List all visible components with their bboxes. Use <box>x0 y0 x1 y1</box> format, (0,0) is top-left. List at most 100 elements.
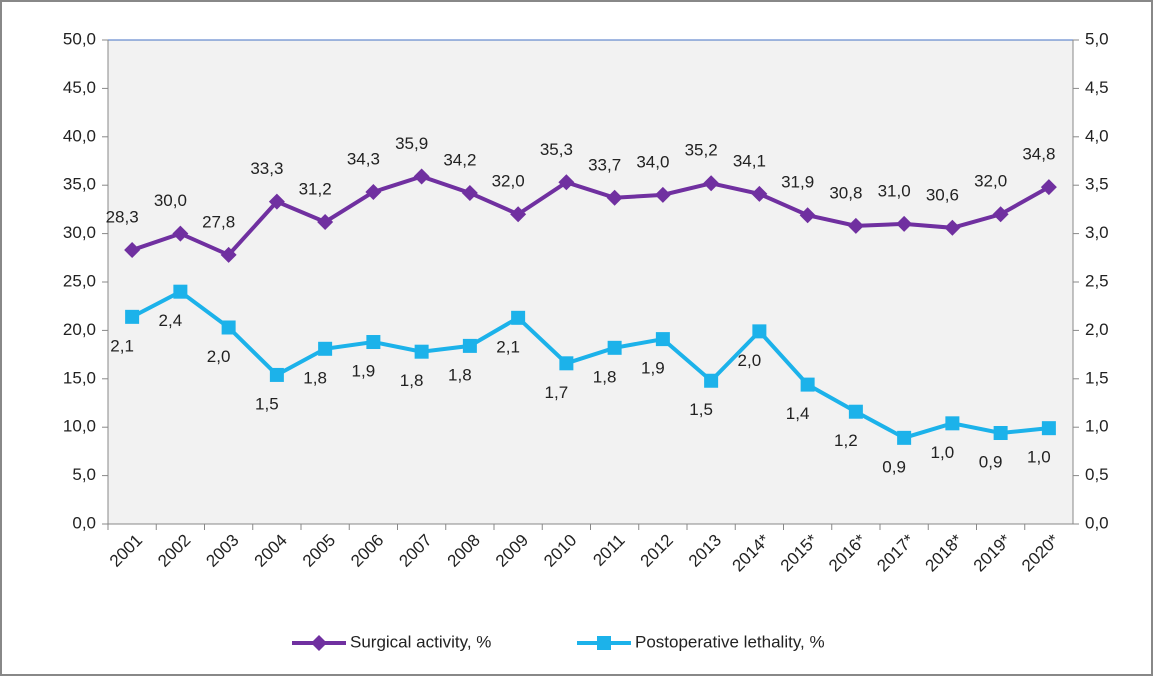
data-label: 34,0 <box>636 152 669 171</box>
point-marker <box>704 373 719 388</box>
data-label: 2,0 <box>207 347 231 366</box>
point-marker <box>221 320 236 335</box>
data-label: 34,1 <box>733 151 766 170</box>
y-tick-label: 45,0 <box>63 78 96 97</box>
data-label: 35,9 <box>395 134 428 153</box>
data-label: 2,1 <box>110 336 134 355</box>
data-label: 2,0 <box>738 351 762 370</box>
data-label: 2,1 <box>496 337 520 356</box>
point-marker <box>559 356 574 371</box>
data-label: 34,3 <box>347 149 380 168</box>
data-label: 1,8 <box>400 371 424 390</box>
point-marker <box>752 324 767 339</box>
point-marker <box>993 426 1008 441</box>
data-label: 34,2 <box>443 150 476 169</box>
point-marker <box>703 175 720 192</box>
point-marker <box>173 284 188 299</box>
point-marker <box>992 206 1009 223</box>
data-label: 1,7 <box>545 383 569 402</box>
legend-label: Postoperative lethality, % <box>635 632 825 651</box>
legend-label: Surgical activity, % <box>350 632 491 651</box>
data-label: 32,0 <box>974 172 1007 191</box>
y2-tick-label: 2,0 <box>1085 320 1109 339</box>
data-label: 1,4 <box>786 404 810 423</box>
data-label: 31,9 <box>781 173 814 192</box>
y2-tick-label: 1,5 <box>1085 368 1109 387</box>
data-label: 1,2 <box>834 431 858 450</box>
y-tick-label: 30,0 <box>63 223 96 242</box>
data-label: 30,6 <box>926 185 959 204</box>
point-marker <box>462 338 477 353</box>
data-label: 0,9 <box>979 452 1003 471</box>
series-line <box>131 289 1050 441</box>
y-tick-label: 5,0 <box>72 465 96 484</box>
data-label: 33,3 <box>250 159 283 178</box>
y-tick-label: 25,0 <box>63 271 96 290</box>
data-label: 30,0 <box>154 191 187 210</box>
data-label: 33,7 <box>588 155 621 174</box>
data-label: 31,2 <box>299 179 332 198</box>
y-tick-label: 50,0 <box>63 29 96 48</box>
point-marker <box>1041 421 1056 436</box>
y-tick-label: 20,0 <box>63 320 96 339</box>
point-marker <box>317 213 334 230</box>
data-label: 2,4 <box>159 311 183 330</box>
point-marker <box>510 206 527 223</box>
point-marker <box>268 193 285 210</box>
y2-tick-label: 0,0 <box>1085 513 1109 532</box>
point-marker <box>800 377 815 392</box>
y-tick-label: 0,0 <box>72 513 96 532</box>
point-marker <box>511 310 526 325</box>
data-label: 1,9 <box>352 362 376 381</box>
y2-tick-label: 4,0 <box>1085 126 1109 145</box>
y-tick-label: 35,0 <box>63 175 96 194</box>
point-marker <box>558 174 575 191</box>
point-marker <box>654 186 671 203</box>
point-marker <box>124 242 141 259</box>
point-marker <box>655 332 670 347</box>
data-label: 1,8 <box>448 365 472 384</box>
point-marker <box>366 335 381 350</box>
point-marker <box>799 207 816 224</box>
data-label: 1,0 <box>931 443 955 462</box>
y2-tick-label: 2,5 <box>1085 271 1109 290</box>
plot-area <box>108 40 1073 524</box>
point-marker <box>220 246 237 263</box>
point-marker <box>461 184 478 201</box>
point-marker <box>125 309 140 324</box>
y-tick-label: 10,0 <box>63 417 96 436</box>
point-marker <box>847 217 864 234</box>
data-label: 34,8 <box>1022 145 1055 164</box>
data-label: 1,8 <box>303 368 327 387</box>
point-marker <box>172 225 189 242</box>
point-marker <box>945 416 960 431</box>
data-label: 31,0 <box>878 181 911 200</box>
point-marker <box>606 189 623 206</box>
point-marker <box>311 635 327 651</box>
data-label: 30,8 <box>829 183 862 202</box>
point-marker <box>607 340 622 355</box>
data-label: 28,3 <box>106 208 139 227</box>
data-label: 32,0 <box>492 172 525 191</box>
series-line <box>131 174 1050 258</box>
data-label: 1,9 <box>641 359 665 378</box>
data-label: 1,0 <box>1027 448 1051 467</box>
y2-tick-label: 3,0 <box>1085 223 1109 242</box>
y2-tick-label: 1,0 <box>1085 417 1109 436</box>
point-marker <box>597 636 611 650</box>
y2-tick-label: 5,0 <box>1085 29 1109 48</box>
point-marker <box>897 430 912 445</box>
data-label: 1,8 <box>593 367 617 386</box>
point-marker <box>318 341 333 356</box>
data-label: 0,9 <box>882 457 906 476</box>
point-marker <box>944 219 961 236</box>
point-marker <box>1040 179 1057 196</box>
point-marker <box>413 168 430 185</box>
data-label: 27,8 <box>202 212 235 231</box>
point-marker <box>269 367 284 382</box>
point-marker <box>414 344 429 359</box>
y-tick-label: 40,0 <box>63 126 96 145</box>
data-label: 1,5 <box>689 400 713 419</box>
point-marker <box>848 404 863 419</box>
